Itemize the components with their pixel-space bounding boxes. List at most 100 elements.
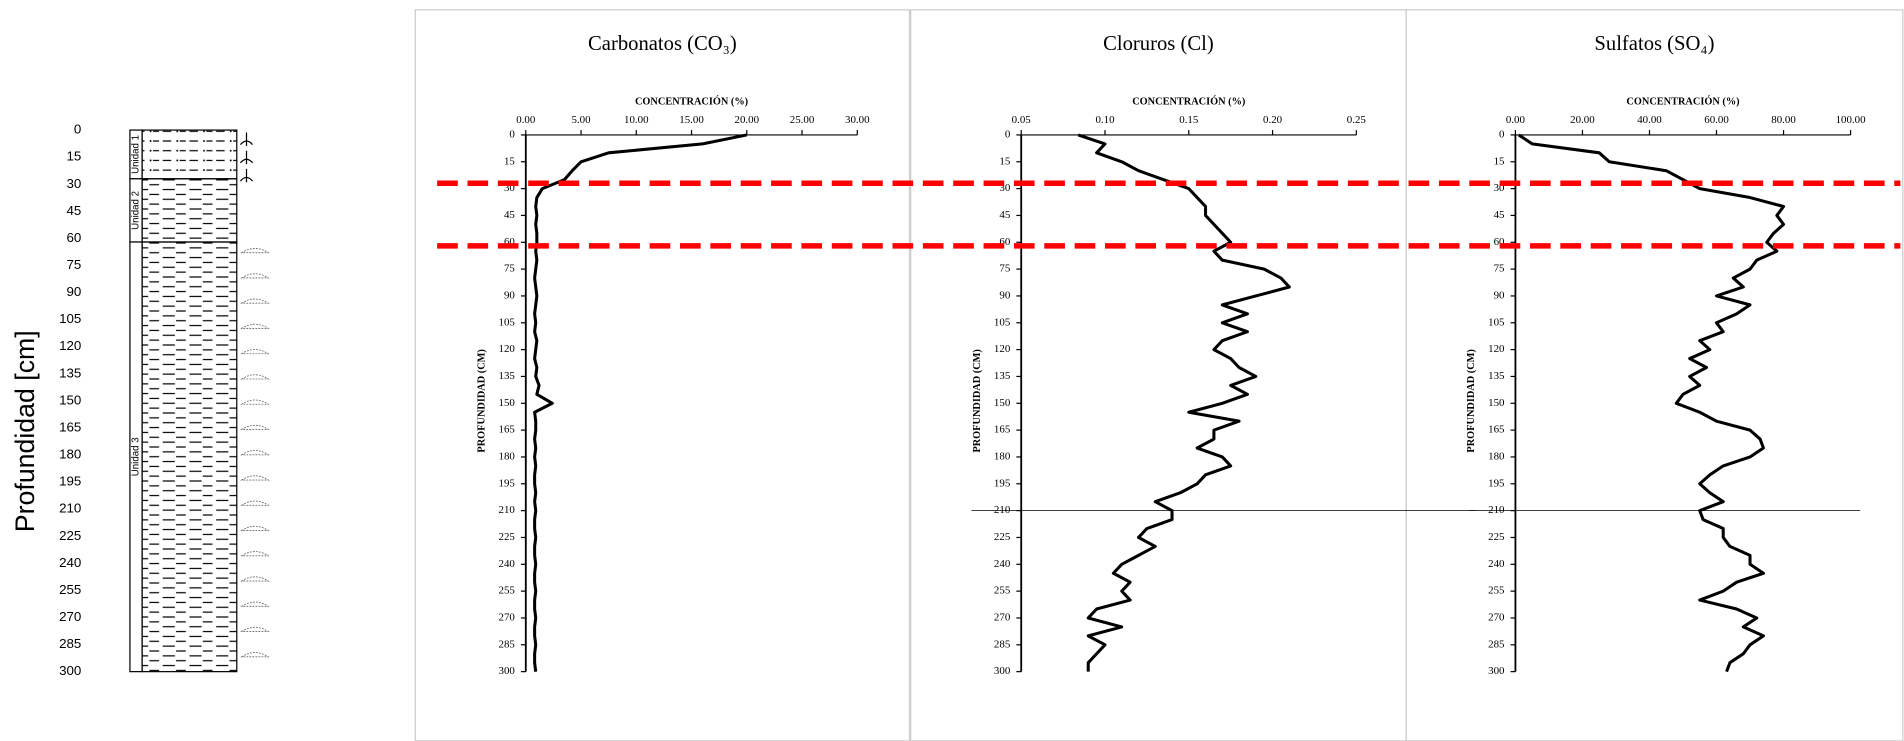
chart-title: Sulfatos (SO₄) <box>1594 33 1714 55</box>
y-tick-label: 180 <box>498 450 515 462</box>
chart-title: Carbonatos (CO₃) <box>588 33 737 55</box>
y-tick-label: 45 <box>999 209 1010 221</box>
chart-title: Cloruros (Cl) <box>1103 33 1214 55</box>
shell-symbol <box>240 323 270 329</box>
shell-symbol <box>240 500 270 506</box>
x-tick-label: 0.20 <box>1263 114 1283 126</box>
y-tick-label: 75 <box>1494 263 1505 275</box>
y-tick-label: 135 <box>498 370 515 382</box>
y-tick-label: 240 <box>498 558 515 570</box>
y-tick-label: 270 <box>59 609 81 624</box>
lithology <box>141 241 238 673</box>
y-tick-label: 255 <box>1488 585 1505 597</box>
y-tick-label: 165 <box>498 424 515 436</box>
shell-symbol <box>240 248 270 254</box>
y-tick-label: 150 <box>498 397 515 409</box>
y-tick-label: 0 <box>74 122 81 137</box>
y-tick-label: 60 <box>1494 236 1505 248</box>
y-tick-label: 255 <box>59 582 81 597</box>
y-tick-label: 0 <box>509 128 515 140</box>
shell-symbol <box>240 273 270 279</box>
y-tick-label: 300 <box>498 665 515 677</box>
profile-line <box>1077 133 1291 672</box>
y-tick-label: 45 <box>504 209 515 221</box>
unit-label: Unidad 3 <box>131 437 142 476</box>
y-tick-label: 75 <box>67 257 82 272</box>
y-tick-label: 15 <box>999 155 1010 167</box>
y-tick-label: 120 <box>1488 343 1505 355</box>
y-tick-label: 90 <box>1494 289 1505 301</box>
y-tick-label: 135 <box>994 370 1011 382</box>
y-tick-label: 285 <box>1488 638 1505 650</box>
y-tick-label: 165 <box>1488 424 1505 436</box>
panel <box>910 9 1407 741</box>
x-tick-label: 30.00 <box>845 114 870 126</box>
y-tick-label: 180 <box>59 447 81 462</box>
x-tick-label: 0.15 <box>1179 114 1199 126</box>
y-tick-label: 240 <box>59 555 81 570</box>
y-tick-label: 120 <box>59 338 81 353</box>
x-tick-label: 0.10 <box>1095 114 1115 126</box>
y-tick-label: 270 <box>994 611 1011 623</box>
y-tick-label: 165 <box>994 424 1011 436</box>
y-tick-label: 60 <box>67 230 82 245</box>
y-tick-label: 75 <box>999 263 1010 275</box>
x-tick-label: 15.00 <box>679 114 704 126</box>
x-tick-label: 25.00 <box>790 114 815 126</box>
y-tick-label: 285 <box>59 636 81 651</box>
y-tick-label: 150 <box>994 397 1011 409</box>
y-tick-label: 210 <box>59 501 81 516</box>
y-tick-label: 210 <box>1488 504 1505 516</box>
x-tick-label: 20.00 <box>1570 114 1595 126</box>
y-tick-label: 195 <box>59 474 81 489</box>
y-tick-label: 210 <box>994 504 1011 516</box>
unit-label: Unidad 1 <box>131 135 142 174</box>
x-axis-label: CONCENTRACIÓN (%) <box>1132 96 1245 108</box>
y-tick-label: 270 <box>498 611 515 623</box>
y-tick-label: 225 <box>994 531 1011 543</box>
x-tick-label: 10.00 <box>624 114 649 126</box>
y-tick-label: 180 <box>994 450 1011 462</box>
y-tick-label: 195 <box>1488 477 1505 489</box>
shell-symbol <box>240 349 270 355</box>
shell-symbol <box>240 298 270 304</box>
y-tick-label: 285 <box>498 638 515 650</box>
plant-symbol <box>239 168 254 183</box>
y-axis-label: PROFUNDIDAD (CM) <box>972 349 983 452</box>
y-tick-label: 165 <box>59 419 81 434</box>
y-tick-label: 300 <box>1488 665 1505 677</box>
profile-line <box>1517 133 1786 673</box>
y-tick-label: 120 <box>498 343 515 355</box>
x-tick-label: 40.00 <box>1637 114 1662 126</box>
y-tick-label: 225 <box>1488 531 1505 543</box>
y-tick-label: 240 <box>1488 558 1505 570</box>
y-tick-label: 105 <box>59 311 81 326</box>
profile-line <box>533 133 748 672</box>
shell-symbol <box>240 601 270 607</box>
y-tick-label: 225 <box>59 528 81 543</box>
y-tick-label: 75 <box>504 263 515 275</box>
plant-symbol <box>239 150 254 165</box>
y-tick-label: 225 <box>498 531 515 543</box>
x-tick-label: 0.00 <box>1506 114 1526 126</box>
shell-symbol <box>240 399 270 405</box>
y-tick-label: 15 <box>67 149 82 164</box>
x-tick-label: 80.00 <box>1771 114 1796 126</box>
y-tick-label: 255 <box>498 585 515 597</box>
shell-symbol <box>240 424 270 430</box>
shell-symbol <box>240 576 270 582</box>
y-tick-label: 90 <box>67 284 82 299</box>
y-tick-label: 135 <box>59 365 81 380</box>
y-tick-label: 270 <box>1488 611 1505 623</box>
y-tick-label: 300 <box>59 663 81 678</box>
y-tick-label: 15 <box>1494 155 1505 167</box>
y-tick-label: 30 <box>1494 182 1505 194</box>
y-tick-label: 210 <box>498 504 515 516</box>
y-tick-label: 135 <box>1488 370 1505 382</box>
y-tick-label: 15 <box>504 155 515 167</box>
y-tick-label: 30 <box>999 182 1010 194</box>
x-tick-label: 0.00 <box>516 114 536 126</box>
y-axis-label: Profundidad [cm] <box>10 330 40 532</box>
